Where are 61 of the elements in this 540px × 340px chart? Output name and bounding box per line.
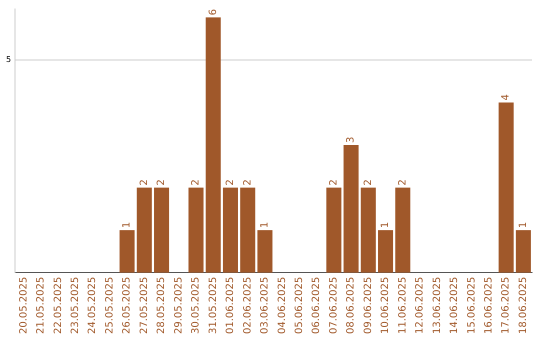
x-tick-label: 11.06.2025: [397, 276, 408, 334]
bar: [188, 188, 204, 273]
x-tick-label: 26.05.2025: [122, 276, 133, 334]
x-tick-label: 17.06.2025: [500, 276, 512, 334]
data-label: 2: [156, 179, 168, 186]
bar: [326, 188, 342, 273]
y-tick-label: 5: [6, 54, 12, 64]
data-label: 1: [380, 222, 392, 228]
x-tick-label: 12.06.2025: [414, 276, 426, 334]
x-tick-label: 21.05.2025: [36, 276, 47, 334]
bar: [344, 145, 359, 273]
x-tick-label: 01.06.2025: [225, 276, 236, 334]
x-tick-label: 27.05.2025: [138, 276, 150, 334]
x-tick-label: 15.06.2025: [466, 276, 478, 334]
x-tick-label: 23.05.2025: [70, 276, 81, 334]
data-label: 4: [500, 94, 512, 100]
x-tick-label: 20.05.2025: [18, 276, 30, 334]
x-tick-label: 22.05.2025: [52, 276, 64, 334]
x-tick-label: 02.06.2025: [242, 276, 254, 334]
bar: [240, 188, 256, 273]
x-tick-label: 14.06.2025: [449, 276, 460, 334]
bar: [154, 188, 170, 273]
x-tick-label: 10.06.2025: [380, 276, 392, 334]
bar: [378, 230, 394, 273]
bar: [257, 230, 272, 273]
x-tick-label: 04.06.2025: [276, 276, 288, 334]
bar: [206, 17, 221, 273]
data-label: 1: [260, 222, 271, 228]
x-tick-label: 24.05.2025: [87, 276, 98, 334]
data-label: 1: [122, 222, 133, 228]
x-tick-label: 30.05.2025: [190, 276, 202, 334]
bar: [360, 188, 376, 273]
bar: [498, 102, 514, 273]
x-tick-label: 05.06.2025: [294, 276, 305, 334]
x-tick-label: 03.06.2025: [260, 276, 271, 334]
x-tick-label: 25.05.2025: [104, 276, 116, 334]
x-tick-label: 09.06.2025: [362, 276, 374, 334]
data-label: 3: [346, 136, 357, 144]
bar: [395, 188, 410, 273]
x-tick-label: 07.06.2025: [328, 276, 340, 334]
data-label: 2: [397, 179, 408, 186]
bar: [136, 188, 152, 273]
x-tick-label: 18.06.2025: [518, 276, 529, 334]
x-tick-label: 28.05.2025: [156, 276, 168, 334]
data-label: 1: [518, 222, 529, 228]
data-label: 2: [242, 179, 254, 186]
data-label: 2: [328, 179, 340, 186]
data-label: 6: [208, 8, 219, 16]
bar: [120, 230, 135, 273]
x-tick-label: 16.06.2025: [484, 276, 495, 334]
x-tick-label: 08.06.2025: [346, 276, 357, 334]
x-tick-label: 31.05.2025: [208, 276, 219, 334]
data-label: 2: [362, 179, 374, 186]
x-tick-label: 13.06.2025: [432, 276, 443, 334]
data-label: 2: [138, 179, 150, 186]
data-label: 2: [225, 179, 236, 186]
bar: [222, 188, 238, 273]
data-label: 2: [190, 179, 202, 186]
x-tick-label: 06.06.2025: [311, 276, 322, 334]
x-tick-label: 29.05.2025: [173, 276, 184, 334]
bar: [516, 230, 531, 273]
